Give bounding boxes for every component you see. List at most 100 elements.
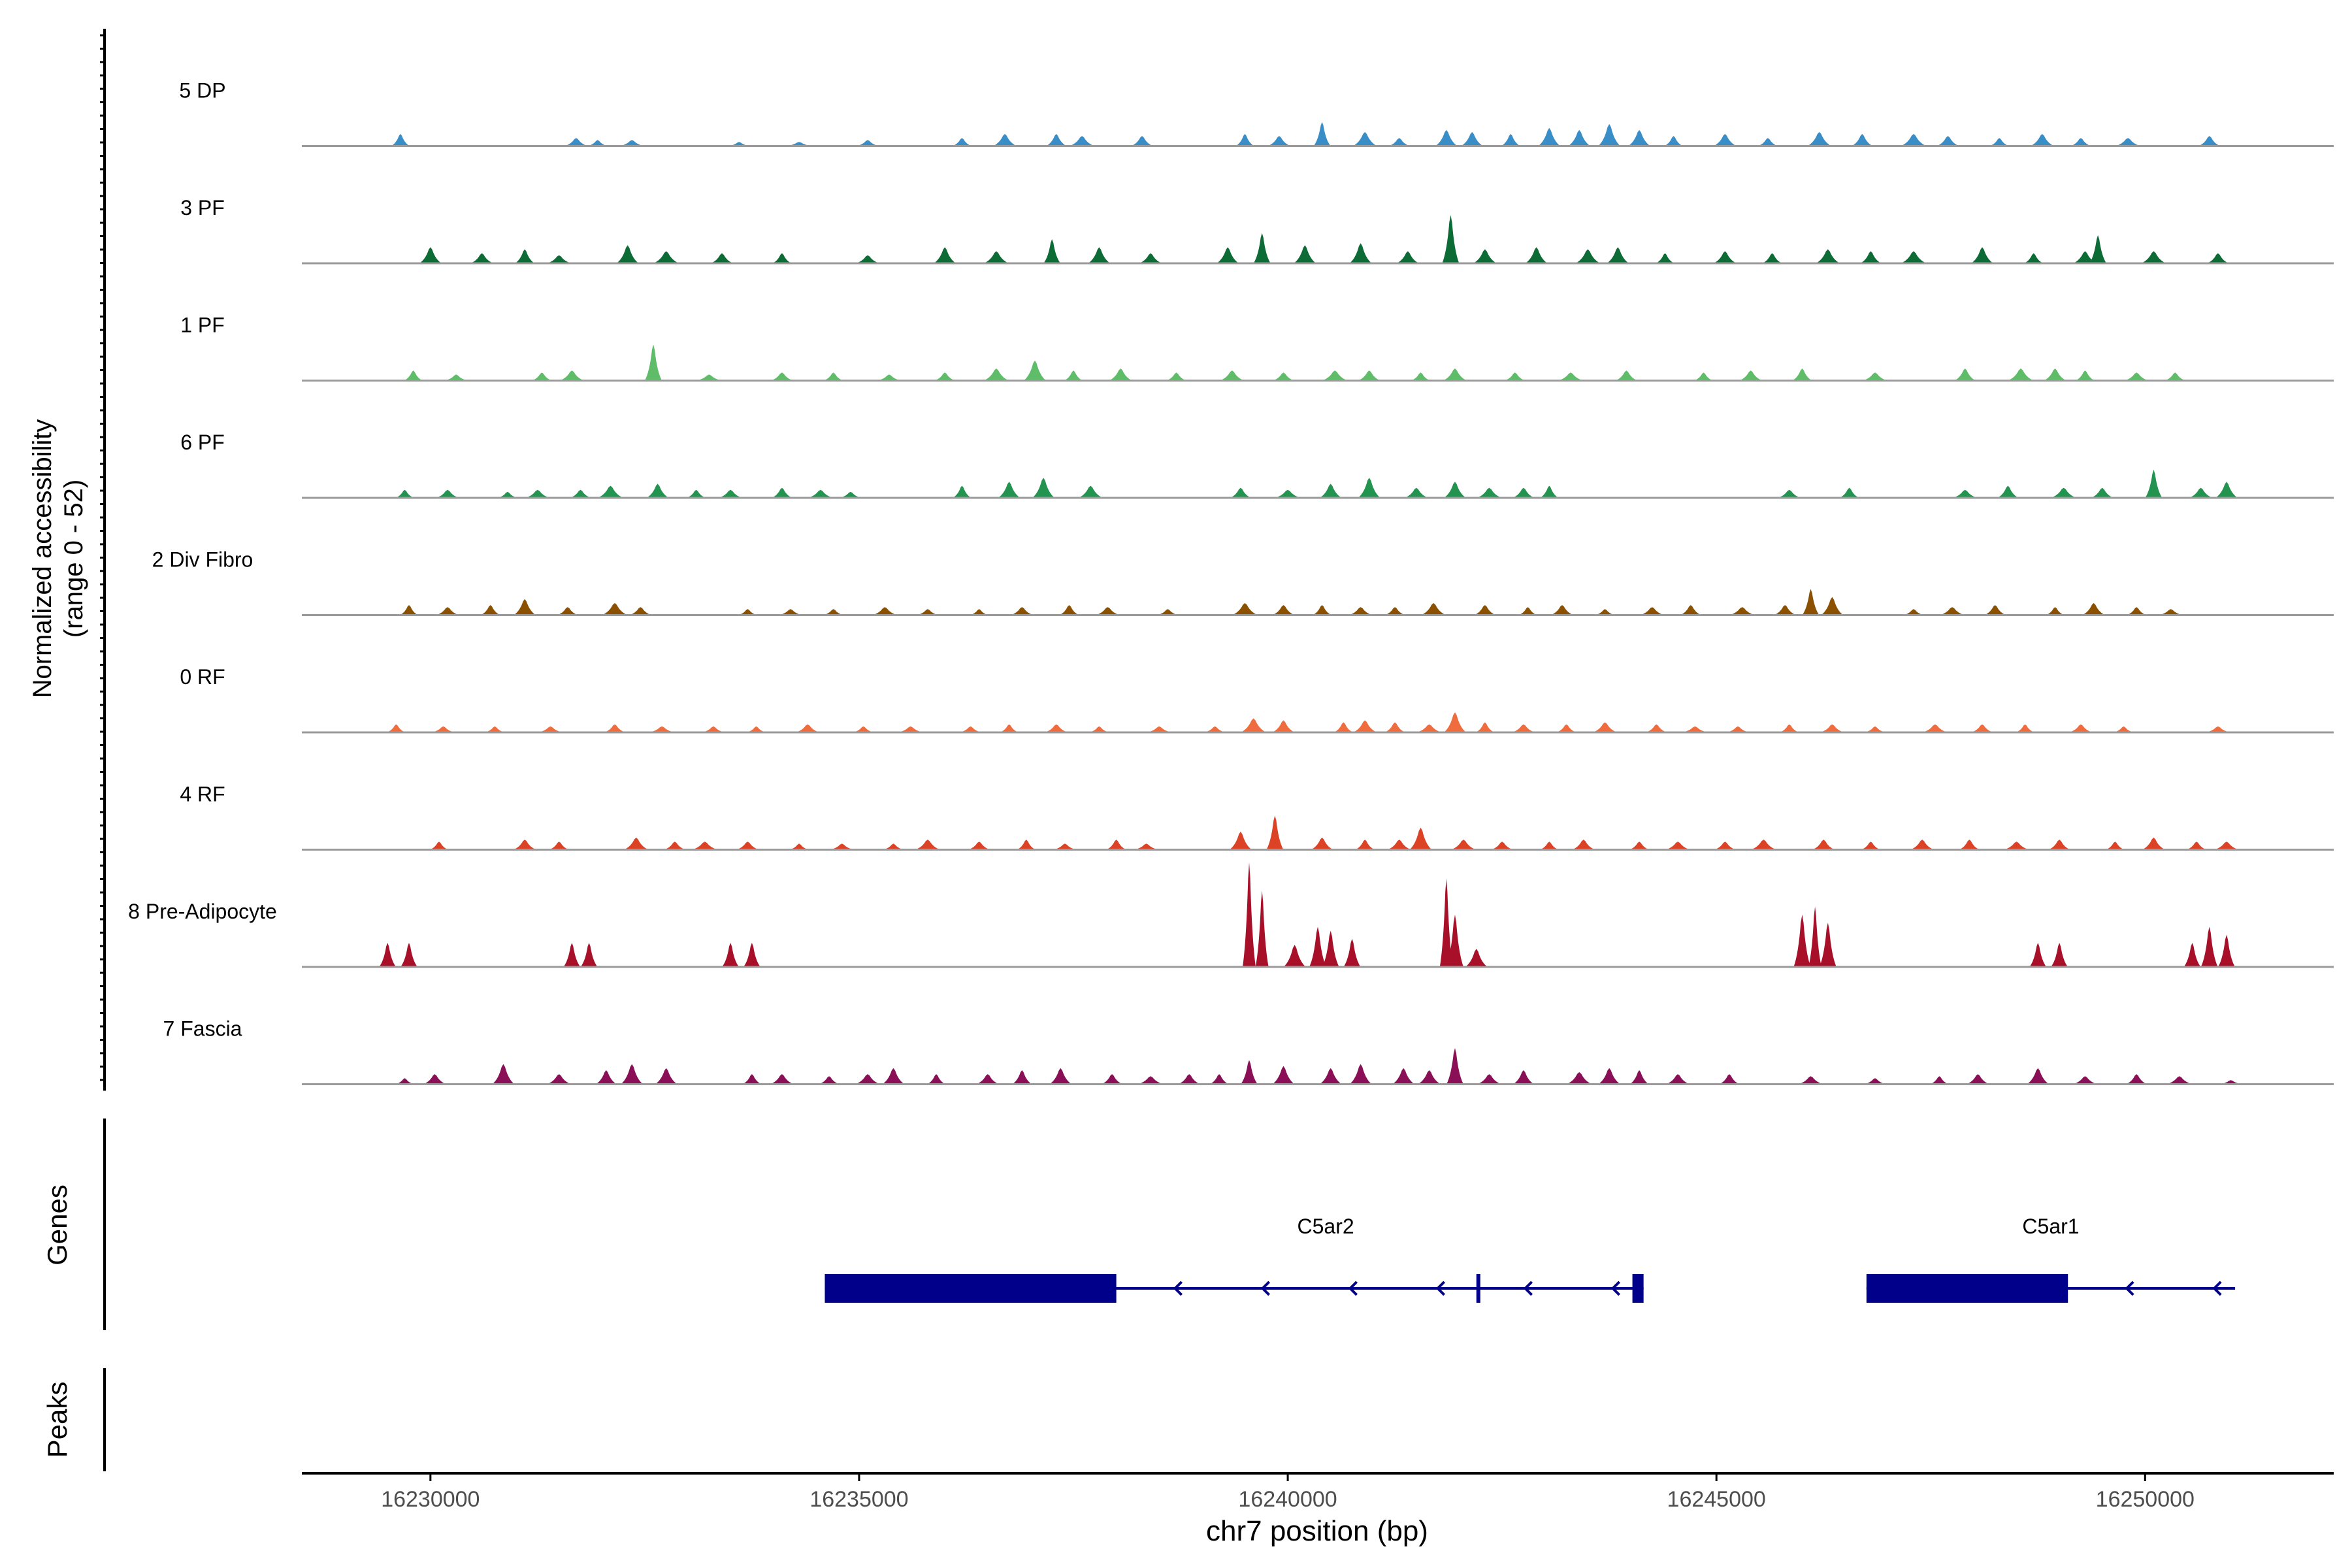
- track-peak: [1343, 938, 1361, 967]
- track-peak: [857, 140, 879, 146]
- track-peak: [738, 609, 757, 615]
- track-peak: [1017, 840, 1036, 850]
- track-peak: [692, 841, 718, 850]
- track-peak: [1444, 712, 1466, 732]
- track-peak: [2215, 482, 2238, 498]
- track-peak: [2070, 138, 2091, 146]
- track-peak: [436, 607, 459, 615]
- track-peak: [898, 726, 923, 732]
- track-peak: [400, 943, 417, 967]
- x-tick-label: 16245000: [1667, 1487, 1766, 1512]
- track-peak: [1089, 726, 1109, 732]
- track-peak: [1309, 926, 1326, 967]
- track-peak: [1243, 862, 1256, 967]
- track-peak: [1798, 1076, 1823, 1085]
- x-axis-title: chr7 position (bp): [1206, 1515, 1428, 1547]
- track-peak: [1665, 841, 1690, 850]
- track-peak: [604, 724, 625, 732]
- track-label: 6 PF: [180, 431, 225, 454]
- track-peak: [1984, 605, 2006, 615]
- track-peak: [1714, 841, 1736, 850]
- track-peak: [789, 843, 809, 850]
- track-peak: [1812, 840, 1835, 850]
- track-6-pf: 6 PF: [180, 431, 2334, 499]
- track-peak: [492, 1064, 515, 1085]
- track-peak: [2030, 134, 2054, 146]
- track-peak: [882, 1068, 905, 1085]
- track-peak: [1719, 1074, 1740, 1085]
- track-peak: [419, 247, 442, 263]
- track-peak: [485, 726, 505, 732]
- track-peak: [915, 840, 940, 850]
- genes-panel: C5ar2 C5ar1: [825, 1215, 2236, 1303]
- track-peak: [547, 255, 572, 263]
- gene-name-label: C5ar1: [2022, 1215, 2079, 1238]
- track-peak: [770, 372, 793, 381]
- track-peak: [1477, 487, 1502, 498]
- track-peak: [2214, 841, 2239, 850]
- track-peak: [1860, 251, 1882, 263]
- track-peak: [2125, 372, 2149, 381]
- track-peak: [855, 1074, 881, 1085]
- track-peak: [1012, 1070, 1032, 1085]
- track-peak: [1593, 722, 1618, 732]
- track-peak: [1010, 607, 1034, 615]
- track-peak: [1540, 485, 1559, 498]
- track-peak: [1852, 134, 1873, 146]
- track-peak: [1088, 247, 1111, 263]
- track-peak: [687, 489, 706, 498]
- track-peak: [1046, 134, 1067, 146]
- track-peak: [1750, 840, 1776, 850]
- track-peak: [1821, 596, 1844, 615]
- track-3-pf: 3 PF: [180, 196, 2334, 265]
- strand-arrow: [1348, 1281, 1358, 1296]
- track-peak: [1491, 841, 1513, 850]
- track-peak: [1384, 722, 1405, 732]
- track-peak: [1865, 726, 1886, 732]
- track-peak: [998, 482, 1021, 498]
- track-peak: [952, 138, 972, 146]
- track-peak: [1666, 1074, 1690, 1085]
- track-peak: [1355, 840, 1375, 850]
- track-peak: [2082, 603, 2106, 615]
- track-peak: [1411, 372, 1430, 381]
- track-peak: [1253, 233, 1271, 263]
- track-peak: [1266, 815, 1284, 850]
- track-peak: [1477, 1074, 1501, 1085]
- strand-arrow: [1173, 1281, 1183, 1296]
- track-peak: [983, 368, 1009, 381]
- track-peak: [1646, 724, 1667, 732]
- track-peak: [1352, 132, 1377, 146]
- track-peak: [2016, 724, 2034, 732]
- track-peak: [976, 1074, 1000, 1085]
- track-peak: [2089, 235, 2107, 263]
- track-peak: [1936, 136, 1959, 146]
- track-peak: [1272, 605, 1295, 615]
- track-peak: [1780, 724, 1799, 732]
- track-peak: [1762, 253, 1782, 263]
- track-peak: [1540, 841, 1559, 850]
- track-label: 0 RF: [180, 665, 225, 689]
- track-5-dp: 5 DP: [179, 79, 2334, 147]
- track-peak: [1953, 489, 1978, 498]
- track-peak: [1358, 478, 1380, 498]
- track-peak: [1049, 1068, 1072, 1085]
- track-peak: [830, 843, 854, 850]
- track-peak: [1064, 370, 1083, 381]
- track-peak: [1839, 487, 1859, 498]
- peaks-panel-label: Peaks: [42, 1382, 73, 1458]
- track-peak: [856, 255, 880, 263]
- track-peak: [2126, 1074, 2148, 1085]
- track-peak: [1615, 370, 1637, 381]
- track-peak: [786, 142, 812, 146]
- track-peak: [2145, 469, 2163, 498]
- track-peak: [983, 251, 1009, 263]
- track-peak: [1443, 368, 1467, 381]
- track-peak: [779, 609, 802, 615]
- track-peak: [1861, 841, 1880, 850]
- track-label: 4 RF: [180, 783, 225, 806]
- strand-arrow: [2212, 1281, 2222, 1296]
- track-peak: [1384, 607, 1405, 615]
- track-peak: [1628, 129, 1651, 146]
